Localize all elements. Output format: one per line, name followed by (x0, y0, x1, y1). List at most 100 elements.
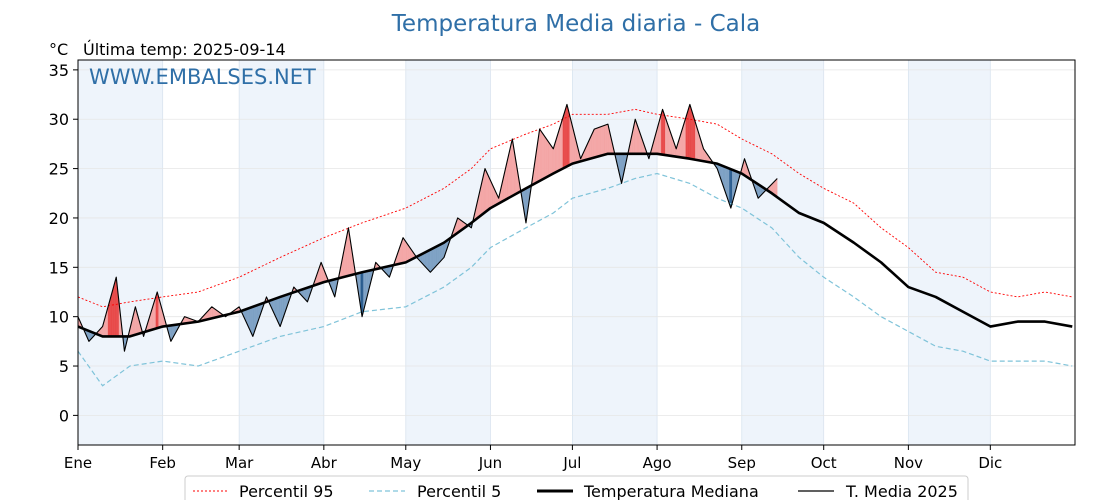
x-tick-label: Nov (894, 454, 923, 472)
anomaly-fill (635, 119, 637, 154)
anomaly-fill (695, 122, 697, 161)
anomaly-fill (599, 126, 602, 157)
month-band (405, 60, 491, 445)
anomaly-fill (441, 243, 443, 261)
anomaly-fill (685, 113, 688, 159)
anomaly-fill (430, 248, 432, 273)
anomaly-fill (598, 126, 600, 157)
anomaly-fill (438, 244, 441, 264)
x-tick-label: Feb (149, 454, 176, 472)
anomaly-fill (688, 104, 691, 159)
axis-layer: Ene Feb Mar Abr May Jun Jul Ago Sep Oct Nov Dic 0 5 10… (49, 61, 1003, 472)
anomaly-fill (592, 129, 595, 159)
x-tick-label: Jun (478, 454, 502, 472)
anomaly-fill (486, 171, 488, 212)
anomaly-fill (427, 250, 430, 272)
x-tick-label: Jul (562, 454, 581, 472)
anomaly-fill (596, 127, 599, 158)
x-tick-label: Mar (225, 454, 254, 472)
anomaly-fill (546, 138, 548, 178)
series-median-line (77, 152, 1073, 338)
month-bands (78, 60, 991, 445)
anomaly-fill (665, 117, 667, 156)
anomaly-fill (435, 245, 438, 267)
x-tick-label: Dic (978, 454, 1002, 472)
anomaly-fill (692, 113, 695, 160)
anomaly-fill (691, 108, 693, 160)
anomaly-fill (437, 245, 439, 266)
anomaly-fill (689, 104, 692, 160)
anomaly-fill (278, 296, 281, 327)
unit-label: °C (49, 40, 68, 59)
series-p95-line (77, 108, 1073, 308)
y-tick-label: 0 (59, 406, 69, 425)
anomaly-fill (305, 287, 308, 303)
anomaly-fill (558, 126, 561, 171)
anomaly-fill (605, 124, 607, 155)
x-tick-label: Sep (728, 454, 756, 472)
anomaly-fill (774, 179, 777, 197)
anomaly-fill (251, 306, 253, 337)
series-layer (77, 103, 1073, 387)
anomaly-fill (484, 168, 487, 213)
anomaly-fill (566, 104, 569, 167)
anomaly-fill (551, 146, 554, 175)
series-current-line (77, 103, 778, 352)
anomaly-fill (406, 243, 409, 262)
anomaly-fill (114, 277, 117, 337)
chart-title: Temperatura Media diaria - Cala (391, 11, 760, 37)
anomaly-fill (600, 125, 603, 156)
anomaly-fill (424, 251, 427, 269)
anomaly-fill (110, 291, 113, 337)
anomaly-fill (402, 237, 405, 264)
anomaly-fill (432, 247, 435, 270)
anomaly-fill (729, 168, 731, 209)
anomaly-fill (547, 140, 550, 177)
month-band (741, 60, 824, 445)
y-tick-label: 25 (49, 160, 69, 179)
anomaly-fill (569, 115, 572, 166)
y-tick-label: 35 (49, 61, 69, 80)
x-tick-label: Oct (811, 454, 837, 472)
month-band (78, 60, 163, 445)
anomaly-fill (727, 167, 730, 205)
anomaly-fill (509, 144, 512, 198)
month-band (239, 60, 324, 445)
anomaly-fill (439, 243, 442, 263)
legend: Percentil 95 Percentil 5 Temperatura Med… (184, 475, 969, 500)
anomaly-fill (661, 109, 663, 155)
anomaly-fill (562, 113, 565, 169)
watermark: WWW.EMBALSES.NET (89, 65, 316, 89)
anomaly-fill (557, 131, 559, 172)
anomaly-fill (686, 108, 689, 159)
anomaly-fill (603, 124, 606, 156)
legend-label-p95: Percentil 95 (239, 482, 334, 500)
anomaly-fill (775, 178, 778, 198)
anomaly-fill (561, 117, 563, 170)
x-tick-label: Ene (64, 454, 92, 472)
plot-frame (77, 59, 1076, 446)
legend-label-current: T. Media 2025 (845, 482, 958, 500)
anomaly-fill (405, 241, 408, 263)
x-tick-label: May (390, 454, 421, 472)
anomaly-fill (684, 117, 686, 159)
anomaly-fill (549, 142, 551, 176)
anomaly-fill (434, 246, 436, 269)
anomaly-fill (602, 125, 604, 156)
anomaly-fill (423, 252, 426, 267)
last-temp-label: Última temp: 2025-09-14 (83, 40, 286, 59)
y-tick-label: 5 (59, 357, 69, 376)
series-p5-line (77, 172, 1073, 387)
anomaly-fill (249, 307, 252, 334)
month-band (572, 60, 658, 445)
anomaly-fill (606, 123, 609, 155)
anomaly-fill (428, 249, 431, 273)
anomaly-fill (111, 287, 114, 337)
anomaly-fill (431, 248, 434, 272)
anomaly-fill (666, 121, 669, 156)
legend-box (184, 475, 969, 500)
anomaly-fill (510, 138, 513, 197)
anomaly-fill (550, 144, 553, 176)
y-tick-label: 15 (49, 258, 69, 277)
